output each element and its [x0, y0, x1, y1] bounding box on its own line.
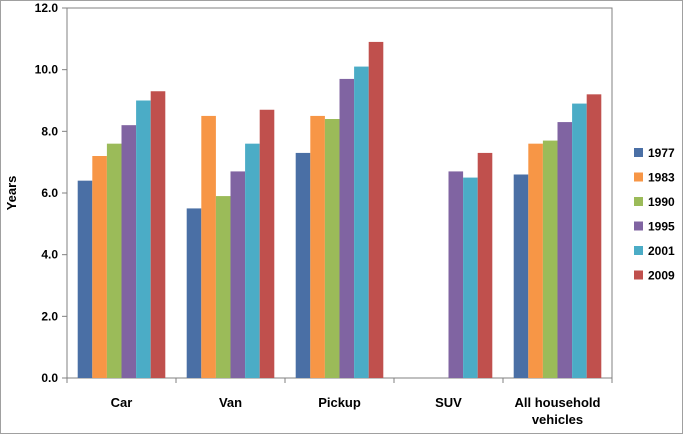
- bar-1983-all-household-vehicles: [528, 143, 543, 378]
- bar-2009-car: [150, 91, 166, 378]
- bar-1983-car: [92, 156, 107, 378]
- bar-2001-van: [245, 143, 260, 378]
- bar-1995-pickup: [339, 78, 355, 379]
- y-tick-label: 2.0: [41, 309, 58, 323]
- x-category-label: Van: [219, 395, 242, 410]
- legend-label-1983: 1983: [648, 171, 675, 185]
- legend-swatch-1977: [634, 148, 643, 157]
- y-tick-label: 8.0: [41, 124, 58, 138]
- legend: 1977 1983 1990 1995 2001 2009: [634, 146, 675, 283]
- bar-2009-suv: [477, 152, 493, 378]
- bar-1977-all-household-vehicles: [513, 174, 529, 378]
- bar-1990-van: [215, 196, 231, 378]
- bar-1995-suv: [448, 171, 464, 378]
- bar-1990-all-household-vehicles: [542, 140, 558, 378]
- y-tick-label: 6.0: [41, 186, 58, 200]
- y-tick-label: 10.0: [35, 63, 59, 77]
- x-category-label: vehicles: [532, 412, 583, 427]
- bar-2009-van: [259, 109, 275, 378]
- bar-2001-pickup: [354, 66, 369, 378]
- y-tick-label: 0.0: [41, 371, 58, 385]
- legend-swatch-1995: [634, 221, 643, 231]
- bar-1977-van: [186, 208, 202, 378]
- y-tick-label: 4.0: [41, 248, 58, 262]
- bar-1995-all-household-vehicles: [557, 122, 573, 378]
- bar-1983-van: [201, 115, 216, 379]
- legend-label-1995: 1995: [648, 220, 675, 234]
- bar-1995-van: [230, 171, 246, 378]
- bar-1990-pickup: [324, 119, 340, 378]
- legend-swatch-2001: [634, 246, 643, 255]
- x-category-label: All household: [515, 395, 601, 410]
- x-category-label: Pickup: [318, 395, 361, 410]
- bar-1977-pickup: [295, 152, 311, 378]
- bar-1995-car: [121, 125, 137, 379]
- legend-label-1990: 1990: [648, 195, 675, 209]
- x-category-label: SUV: [435, 395, 462, 410]
- legend-swatch-1990: [634, 197, 643, 206]
- legend-swatch-2009: [634, 270, 643, 280]
- bar-1983-pickup: [310, 115, 325, 379]
- x-category-label: Car: [111, 395, 133, 410]
- legend-swatch-1983: [634, 172, 643, 182]
- bar-1990-car: [106, 143, 122, 378]
- bar-2001-suv: [463, 177, 478, 378]
- bar-2001-all-household-vehicles: [572, 103, 587, 378]
- bar-2009-pickup: [368, 41, 384, 379]
- plot-area: 0.0 2.0 4.0 6.0 8.0 10.0 12.0 Car Van Pickup SUV Al…: [35, 1, 613, 427]
- y-axis-title: Years: [4, 176, 19, 211]
- legend-label-2009: 2009: [648, 269, 675, 283]
- bar-1977-car: [77, 180, 93, 378]
- bar-2009-all-household-vehicles: [586, 94, 602, 378]
- legend-label-2001: 2001: [648, 244, 675, 258]
- legend-label-1977: 1977: [648, 146, 675, 160]
- y-tick-label: 12.0: [35, 1, 59, 15]
- bar-2001-car: [136, 100, 151, 378]
